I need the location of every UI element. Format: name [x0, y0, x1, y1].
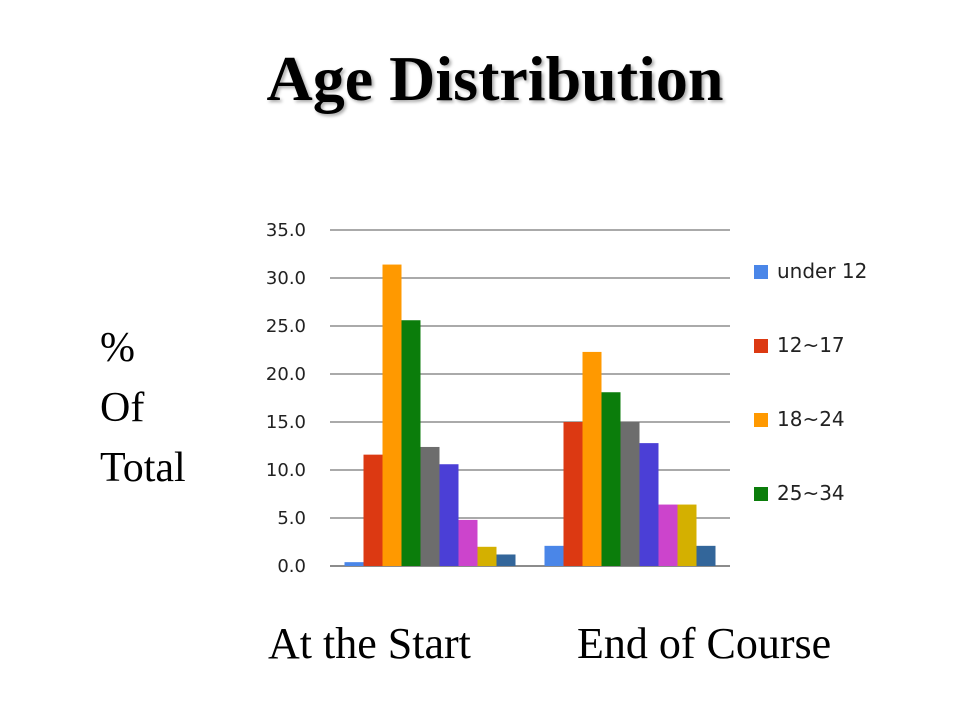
legend: under 12 12~17 18~24 25~34 [754, 259, 867, 505]
bar [601, 392, 621, 566]
y-tick-label: 10.0 [266, 460, 306, 481]
legend-label: 25~34 [777, 481, 845, 505]
legend-swatch [754, 265, 768, 279]
y-tick-label: 30.0 [266, 268, 306, 289]
chart-title: Age Distribution [266, 43, 724, 114]
bar [563, 422, 583, 566]
y-tick-label: 25.0 [266, 316, 306, 337]
bar [477, 546, 497, 566]
bar [439, 464, 459, 566]
legend-swatch [754, 339, 768, 353]
legend-label: 18~24 [777, 407, 845, 431]
legend-swatch [754, 413, 768, 427]
bar [620, 422, 640, 566]
category-label-end-of-course: End of Course [577, 619, 832, 668]
bar [639, 443, 659, 566]
y-axis-label-line-1: % [100, 325, 135, 371]
legend-label: 12~17 [777, 333, 845, 357]
y-axis-label-line-2: Of [100, 385, 145, 431]
y-tick-label: 5.0 [277, 508, 306, 529]
category-label-at-the-start: At the Start [268, 619, 471, 668]
bar [344, 562, 364, 566]
bar [696, 545, 716, 566]
bar [658, 504, 678, 566]
bar [363, 454, 383, 566]
bars [344, 264, 716, 566]
y-axis-label-line-3: Total [100, 445, 186, 491]
bar [677, 504, 697, 566]
bar [544, 545, 564, 566]
bar [496, 554, 516, 566]
bar [382, 264, 402, 566]
y-tick-label: 15.0 [266, 412, 306, 433]
y-tick-label: 35.0 [266, 220, 306, 241]
legend-swatch [754, 487, 768, 501]
legend-label: under 12 [777, 259, 867, 283]
bar [458, 519, 478, 566]
y-axis-label: % Of Total [100, 318, 240, 498]
y-tick-label: 0.0 [277, 556, 306, 577]
y-tick-label: 20.0 [266, 364, 306, 385]
bar [401, 320, 421, 566]
bar [582, 351, 602, 566]
y-axis-ticks: 0.0 5.0 10.0 15.0 20.0 25.0 30.0 35.0 [266, 220, 306, 577]
bar [420, 446, 440, 566]
